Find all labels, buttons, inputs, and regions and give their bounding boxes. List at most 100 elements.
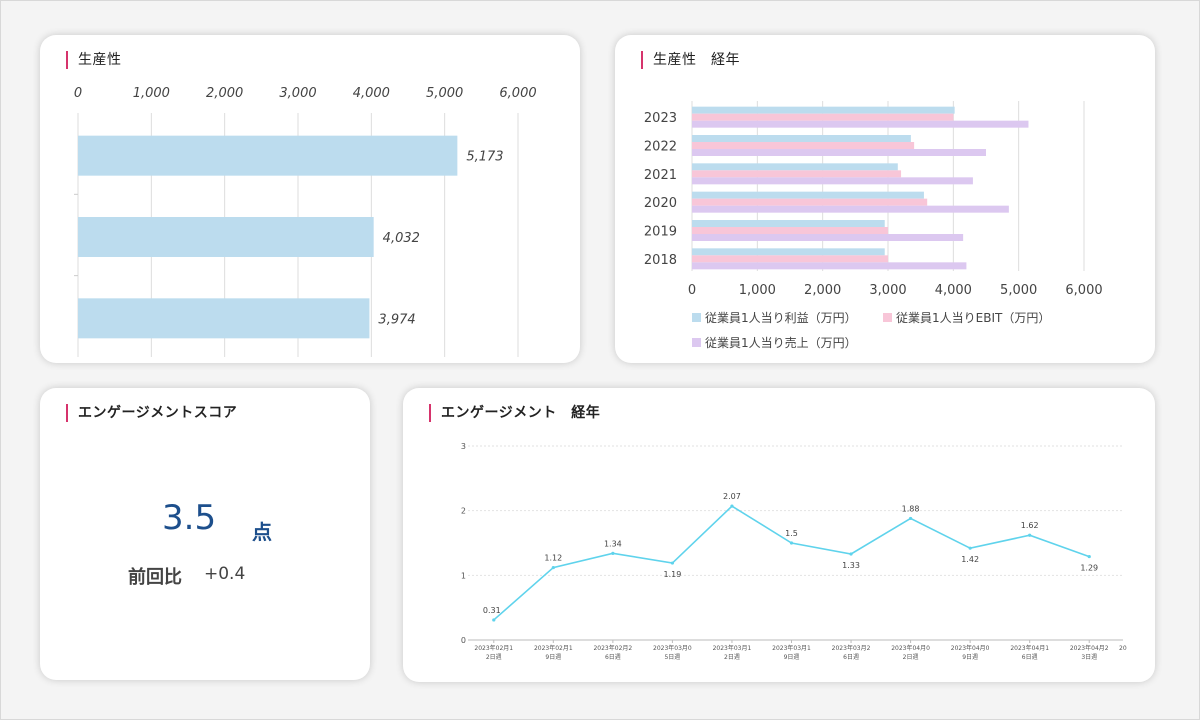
y-category-label: 2020 bbox=[644, 196, 677, 211]
bar-value-label: 5,173 bbox=[466, 150, 503, 165]
previous-comparison-label: 前回比 bbox=[128, 567, 182, 588]
x-tick-label: 1,000 bbox=[133, 86, 170, 101]
data-label: 1.62 bbox=[1021, 521, 1039, 530]
legend-label: 従業員1人当り利益（万円） bbox=[705, 311, 857, 325]
productivity-bar-chart: 0 1,000 2,000 3,000 4,000 5,000 6,000 5,173 4,03… bbox=[74, 86, 537, 357]
data-label: 2.07 bbox=[723, 492, 741, 501]
x-tick-label: 2023年04月0 bbox=[891, 644, 930, 652]
y-category-label: 2019 bbox=[644, 225, 677, 240]
bar bbox=[692, 255, 888, 263]
x-tick-label: 3日週 bbox=[1081, 653, 1097, 661]
data-label: 1.29 bbox=[1080, 564, 1098, 573]
x-tick-label: 0 bbox=[74, 86, 82, 101]
bar bbox=[78, 217, 374, 257]
bar bbox=[692, 120, 1029, 128]
legend-label: 従業員1人当り売上（万円） bbox=[705, 335, 857, 350]
x-tick-label: 5,000 bbox=[426, 86, 463, 101]
bar bbox=[692, 177, 973, 185]
data-point bbox=[670, 561, 675, 565]
legend-swatch bbox=[692, 338, 701, 347]
bar bbox=[692, 198, 928, 206]
bar bbox=[692, 234, 964, 241]
y-tick-label: 0 bbox=[461, 636, 466, 645]
bar bbox=[692, 248, 885, 256]
y-category-label: 2021 bbox=[644, 168, 677, 183]
productivity-yearly-card: 生産性 経年 0 1,000 2,000 3,000 4,000 5,000 6,000 20… bbox=[615, 35, 1155, 363]
x-tick-label: 6日週 bbox=[843, 653, 859, 661]
x-tick-label: 2日週 bbox=[724, 653, 740, 661]
x-tick-label: 3,000 bbox=[279, 86, 316, 101]
y-tick-label: 2 bbox=[461, 507, 466, 516]
x-tick-label: 2023年03月0 bbox=[653, 644, 692, 652]
x-tick-label: 2日週 bbox=[486, 653, 502, 661]
x-tick-label: 2023年02月2 bbox=[593, 644, 632, 652]
x-tick-label: 6日週 bbox=[1022, 653, 1038, 661]
engagement-trend-title: エンゲージメント 経年 bbox=[429, 404, 600, 422]
y-category-label: 2018 bbox=[644, 253, 677, 268]
data-point bbox=[611, 551, 615, 555]
legend-label: 従業員1人当りEBIT（万円） bbox=[896, 311, 1050, 325]
data-label: 1.88 bbox=[902, 504, 920, 513]
series-line bbox=[493, 505, 1090, 621]
engagement-score-card: エンゲージメントスコア 3.5 点 前回比 +0.4 bbox=[40, 388, 370, 680]
engagement-score-title: エンゲージメントスコア bbox=[66, 404, 237, 422]
engagement-trend-line-chart: 0 1 2 3 0.31 1.12 1.34 1.19 2.07 1.5 1.33 1.88 1.42 1… bbox=[461, 442, 1127, 661]
x-tick-label: 2,000 bbox=[206, 86, 243, 101]
x-tick-label: 20 bbox=[1119, 645, 1127, 652]
data-label: 1.33 bbox=[842, 561, 860, 570]
y-category-label: 2023 bbox=[644, 111, 677, 126]
x-tick-label: 2023年04月2 bbox=[1070, 644, 1109, 652]
x-tick-label: 2023年04月1 bbox=[1010, 644, 1049, 652]
y-tick-label: 3 bbox=[461, 442, 466, 451]
engagement-score-unit: 点 bbox=[252, 520, 272, 544]
bar bbox=[692, 106, 955, 114]
data-point bbox=[908, 516, 913, 521]
x-tick-label: 3,000 bbox=[869, 283, 906, 298]
data-point bbox=[1087, 554, 1091, 559]
data-point bbox=[789, 541, 794, 545]
productivity-title: 生産性 bbox=[66, 51, 122, 69]
engagement-trend-card: エンゲージメント 経年 0 1 2 3 0.31 1.12 1.34 1.19 2.07 1.5 1… bbox=[403, 388, 1155, 682]
data-point bbox=[968, 546, 972, 550]
bar-value-label: 4,032 bbox=[383, 231, 420, 246]
bar bbox=[692, 142, 915, 149]
x-tick-label: 6日週 bbox=[605, 653, 621, 661]
bar bbox=[692, 205, 1009, 213]
productivity-card: 生産性 0 1,000 2,000 3,000 4,000 5,000 6,000 5,173… bbox=[40, 35, 580, 363]
y-category-label: 2022 bbox=[644, 140, 677, 155]
bar bbox=[692, 163, 898, 171]
bar bbox=[692, 191, 924, 199]
data-point bbox=[730, 504, 734, 508]
bar bbox=[692, 220, 885, 227]
bar bbox=[692, 135, 911, 142]
data-label: 1.19 bbox=[664, 570, 682, 579]
y-tick-label: 1 bbox=[461, 571, 466, 580]
x-tick-label: 2023年02月1 bbox=[474, 644, 513, 652]
x-tick-label: 4,000 bbox=[353, 86, 390, 101]
productivity-yearly-bar-chart: 0 1,000 2,000 3,000 4,000 5,000 6,000 2023 2022 2… bbox=[644, 101, 1103, 350]
bar bbox=[78, 135, 458, 176]
bar bbox=[692, 227, 888, 234]
x-tick-label: 2023年03月1 bbox=[772, 644, 811, 652]
data-point bbox=[1028, 533, 1032, 537]
x-tick-label: 1,000 bbox=[739, 283, 776, 298]
bar bbox=[692, 113, 954, 121]
x-tick-label: 6,000 bbox=[499, 86, 536, 101]
data-label: 1.5 bbox=[785, 529, 798, 538]
productivity-yearly-title: 生産性 経年 bbox=[641, 51, 740, 69]
x-tick-label: 2023年03月2 bbox=[832, 644, 871, 652]
x-tick-label: 2日週 bbox=[903, 653, 919, 661]
x-tick-label: 9日週 bbox=[962, 653, 978, 661]
x-tick-label: 4,000 bbox=[935, 283, 972, 298]
x-tick-label: 0 bbox=[688, 283, 696, 298]
x-tick-label: 6,000 bbox=[1065, 283, 1102, 298]
data-label: 0.31 bbox=[483, 606, 501, 615]
x-tick-label: 5日週 bbox=[664, 653, 680, 661]
x-tick-label: 5,000 bbox=[1000, 283, 1037, 298]
bar bbox=[78, 298, 370, 339]
legend-swatch bbox=[883, 313, 892, 322]
previous-comparison-value: +0.4 bbox=[204, 564, 246, 584]
x-tick-label: 9日週 bbox=[545, 653, 561, 661]
bar-value-label: 3,974 bbox=[378, 312, 415, 327]
bar bbox=[692, 149, 986, 156]
